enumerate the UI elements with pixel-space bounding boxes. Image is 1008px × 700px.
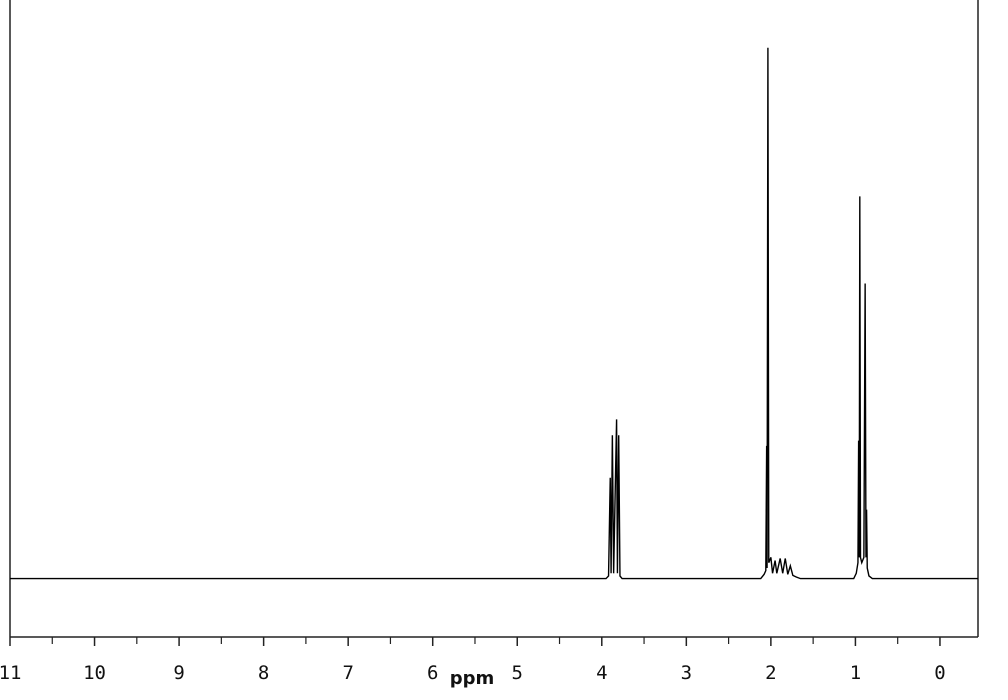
x-tick-label: 9 — [173, 662, 184, 684]
x-tick-label: 0 — [934, 662, 945, 684]
spectrum-line — [10, 47, 978, 580]
x-tick-label: 3 — [681, 662, 692, 684]
x-tick-label: 1 — [850, 662, 861, 684]
x-tick-label: 2 — [765, 662, 776, 684]
x-axis-label: ppm — [450, 668, 495, 689]
x-tick-label: 5 — [512, 662, 523, 684]
x-tick-label: 8 — [258, 662, 269, 684]
x-tick-label: 11 — [0, 662, 21, 684]
x-tick-label: 7 — [342, 662, 353, 684]
x-tick-label: 6 — [427, 662, 438, 684]
x-tick-label: 4 — [596, 662, 607, 684]
x-tick-label: 10 — [83, 662, 106, 684]
